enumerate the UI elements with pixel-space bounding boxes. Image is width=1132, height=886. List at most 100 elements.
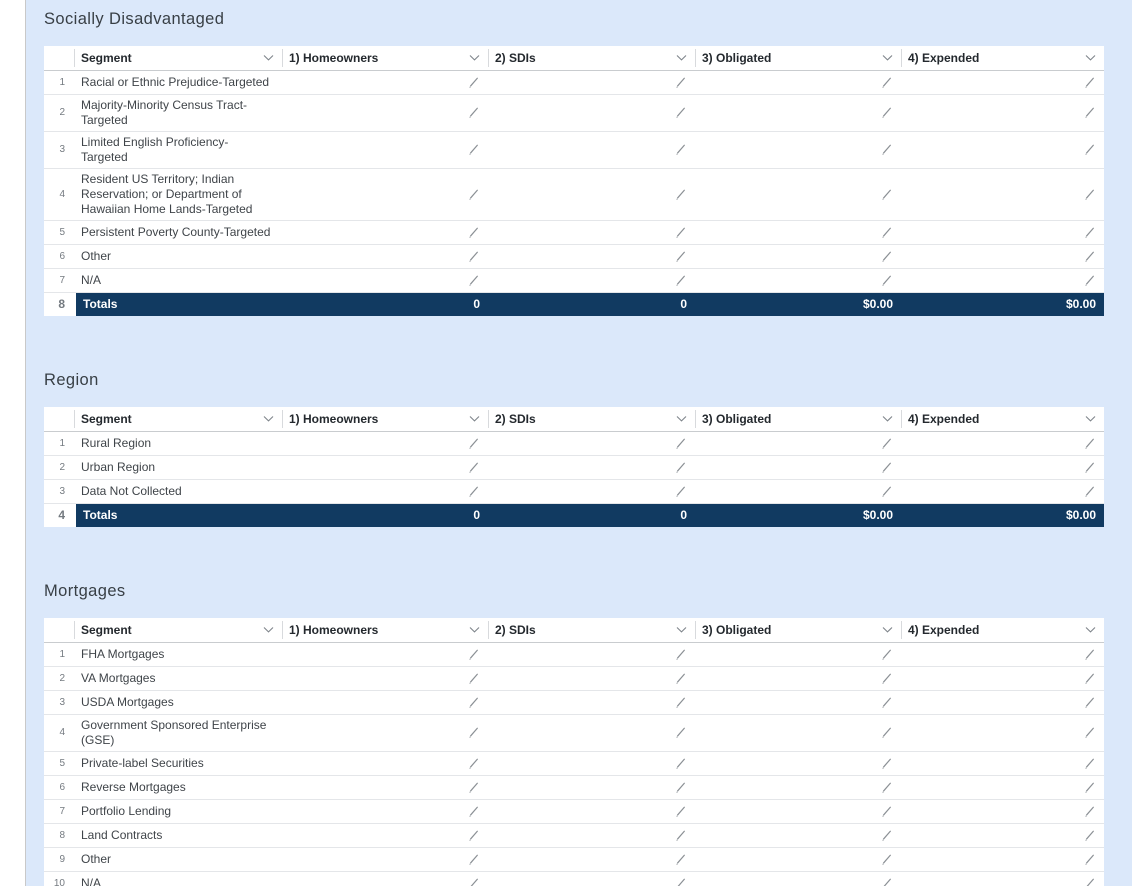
pencil-icon[interactable]: [467, 485, 480, 498]
pencil-icon[interactable]: [880, 781, 893, 794]
column-header[interactable]: Segment: [74, 46, 282, 71]
chevron-down-icon[interactable]: [263, 415, 274, 422]
pencil-icon[interactable]: [467, 781, 480, 794]
editable-cell[interactable]: [488, 665, 695, 690]
pencil-icon[interactable]: [467, 274, 480, 287]
editable-cell[interactable]: [282, 798, 488, 823]
pencil-icon[interactable]: [1083, 853, 1096, 866]
editable-cell[interactable]: [488, 846, 695, 871]
column-header[interactable]: 1) Homeowners: [282, 46, 488, 71]
editable-cell[interactable]: [695, 69, 901, 94]
editable-cell[interactable]: [695, 478, 901, 503]
editable-cell[interactable]: [695, 93, 901, 131]
editable-cell[interactable]: [282, 689, 488, 714]
editable-cell[interactable]: [695, 870, 901, 886]
pencil-icon[interactable]: [467, 805, 480, 818]
editable-cell[interactable]: [282, 750, 488, 775]
editable-cell[interactable]: [901, 478, 1104, 503]
pencil-icon[interactable]: [467, 757, 480, 770]
column-header[interactable]: 3) Obligated: [695, 407, 901, 432]
pencil-icon[interactable]: [1083, 188, 1096, 201]
pencil-icon[interactable]: [880, 274, 893, 287]
pencil-icon[interactable]: [674, 188, 687, 201]
pencil-icon[interactable]: [674, 853, 687, 866]
editable-cell[interactable]: [488, 713, 695, 751]
pencil-icon[interactable]: [467, 76, 480, 89]
pencil-icon[interactable]: [880, 805, 893, 818]
editable-cell[interactable]: [282, 822, 488, 847]
chevron-down-icon[interactable]: [882, 626, 893, 633]
column-header[interactable]: 4) Expended: [901, 618, 1104, 643]
editable-cell[interactable]: [282, 430, 488, 455]
pencil-icon[interactable]: [880, 648, 893, 661]
editable-cell[interactable]: [901, 665, 1104, 690]
pencil-icon[interactable]: [880, 485, 893, 498]
chevron-down-icon[interactable]: [882, 54, 893, 61]
editable-cell[interactable]: [488, 243, 695, 268]
editable-cell[interactable]: [488, 478, 695, 503]
pencil-icon[interactable]: [674, 274, 687, 287]
pencil-icon[interactable]: [674, 226, 687, 239]
editable-cell[interactable]: [695, 454, 901, 479]
pencil-icon[interactable]: [674, 143, 687, 156]
editable-cell[interactable]: [695, 267, 901, 292]
editable-cell[interactable]: [282, 478, 488, 503]
editable-cell[interactable]: [282, 267, 488, 292]
editable-cell[interactable]: [282, 641, 488, 666]
chevron-down-icon[interactable]: [469, 415, 480, 422]
editable-cell[interactable]: [695, 774, 901, 799]
pencil-icon[interactable]: [1083, 143, 1096, 156]
editable-cell[interactable]: [901, 167, 1104, 220]
pencil-icon[interactable]: [1083, 805, 1096, 818]
editable-cell[interactable]: [901, 846, 1104, 871]
pencil-icon[interactable]: [1083, 781, 1096, 794]
editable-cell[interactable]: [901, 641, 1104, 666]
chevron-down-icon[interactable]: [263, 626, 274, 633]
editable-cell[interactable]: [901, 870, 1104, 886]
editable-cell[interactable]: [488, 130, 695, 168]
pencil-icon[interactable]: [880, 461, 893, 474]
editable-cell[interactable]: [901, 69, 1104, 94]
pencil-icon[interactable]: [880, 829, 893, 842]
editable-cell[interactable]: [488, 69, 695, 94]
editable-cell[interactable]: [282, 93, 488, 131]
chevron-down-icon[interactable]: [469, 54, 480, 61]
editable-cell[interactable]: [695, 750, 901, 775]
editable-cell[interactable]: [901, 774, 1104, 799]
editable-cell[interactable]: [488, 798, 695, 823]
chevron-down-icon[interactable]: [263, 54, 274, 61]
pencil-icon[interactable]: [467, 672, 480, 685]
editable-cell[interactable]: [901, 822, 1104, 847]
editable-cell[interactable]: [282, 774, 488, 799]
editable-cell[interactable]: [488, 689, 695, 714]
editable-cell[interactable]: [901, 454, 1104, 479]
pencil-icon[interactable]: [467, 726, 480, 739]
editable-cell[interactable]: [488, 167, 695, 220]
editable-cell[interactable]: [282, 713, 488, 751]
pencil-icon[interactable]: [674, 781, 687, 794]
editable-cell[interactable]: [695, 219, 901, 244]
editable-cell[interactable]: [695, 689, 901, 714]
chevron-down-icon[interactable]: [469, 626, 480, 633]
pencil-icon[interactable]: [880, 226, 893, 239]
editable-cell[interactable]: [695, 130, 901, 168]
editable-cell[interactable]: [282, 167, 488, 220]
editable-cell[interactable]: [282, 69, 488, 94]
pencil-icon[interactable]: [1083, 672, 1096, 685]
pencil-icon[interactable]: [674, 877, 687, 886]
pencil-icon[interactable]: [880, 853, 893, 866]
pencil-icon[interactable]: [1083, 726, 1096, 739]
pencil-icon[interactable]: [467, 829, 480, 842]
editable-cell[interactable]: [488, 267, 695, 292]
pencil-icon[interactable]: [880, 757, 893, 770]
editable-cell[interactable]: [488, 750, 695, 775]
pencil-icon[interactable]: [1083, 76, 1096, 89]
pencil-icon[interactable]: [467, 250, 480, 263]
editable-cell[interactable]: [488, 430, 695, 455]
pencil-icon[interactable]: [674, 829, 687, 842]
editable-cell[interactable]: [488, 219, 695, 244]
pencil-icon[interactable]: [1083, 226, 1096, 239]
pencil-icon[interactable]: [1083, 461, 1096, 474]
column-header[interactable]: 2) SDIs: [488, 618, 695, 643]
editable-cell[interactable]: [282, 130, 488, 168]
